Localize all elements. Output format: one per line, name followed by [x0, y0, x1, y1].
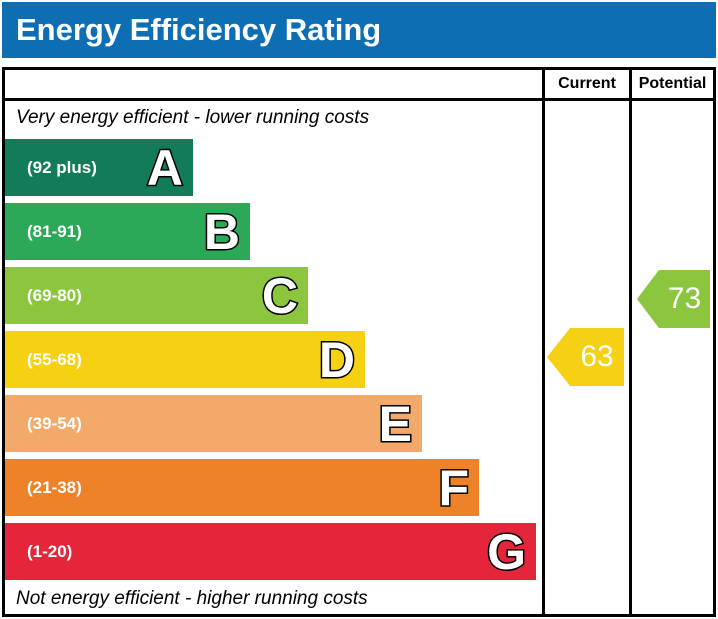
title-bar: Energy Efficiency Rating — [2, 2, 716, 58]
header-row-divider — [2, 98, 716, 101]
top-caption: Very energy efficient - lower running co… — [16, 107, 370, 128]
potential-column-header: Potential — [638, 75, 707, 92]
band-a-letter: A — [145, 139, 184, 198]
band-e-range: (39-54) — [27, 413, 82, 433]
band-f: (21-38) F — [5, 459, 479, 518]
band-b-range: (81-91) — [27, 221, 82, 241]
band-b-letter: B — [202, 203, 241, 262]
page-title: Energy Efficiency Rating — [16, 12, 382, 47]
band-e: (39-54) E — [5, 395, 422, 454]
potential-column-divider — [629, 67, 632, 617]
band-f-range: (21-38) — [27, 477, 82, 497]
band-g: (1-20) G — [5, 523, 536, 582]
band-d: (55-68) D — [5, 331, 365, 390]
band-c-letter: C — [260, 267, 299, 326]
band-f-letter: F — [437, 459, 471, 518]
current-column-header: Current — [558, 75, 616, 92]
band-b: (81-91) B — [5, 203, 250, 262]
band-d-letter: D — [317, 331, 356, 390]
band-g-letter: G — [486, 523, 528, 582]
band-c-range: (69-80) — [27, 285, 82, 305]
band-c: (69-80) C — [5, 267, 308, 326]
band-a: (92 plus) A — [5, 139, 193, 198]
band-a-range: (92 plus) — [27, 157, 97, 177]
band-e-letter: E — [377, 395, 413, 454]
current-column-divider — [542, 67, 545, 617]
band-g-range: (1-20) — [27, 541, 73, 561]
band-d-range: (55-68) — [27, 349, 82, 369]
bottom-caption: Not energy efficient - higher running co… — [16, 588, 368, 609]
